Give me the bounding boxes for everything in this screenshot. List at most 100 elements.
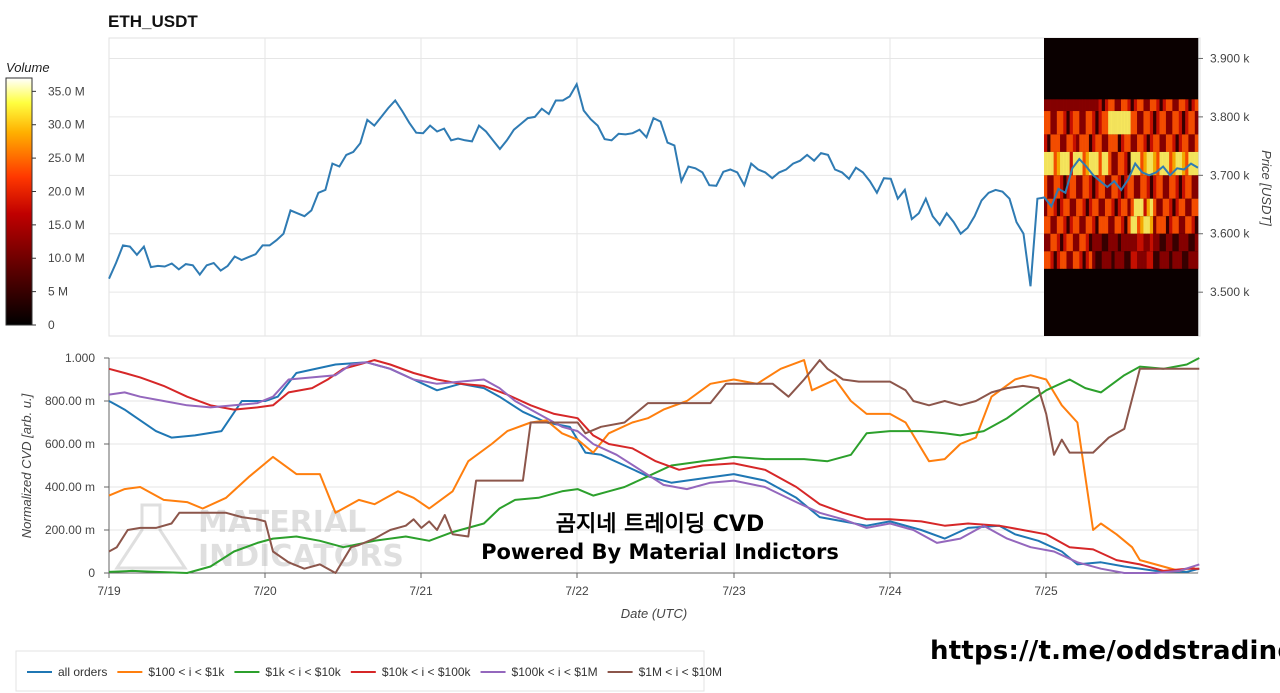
heatmap-cell xyxy=(1194,233,1199,252)
heatmap-cell xyxy=(1085,216,1090,234)
cvd-tick-label: 0 xyxy=(88,566,95,580)
heatmap-cell xyxy=(1137,233,1141,252)
heatmap-cell xyxy=(1095,151,1099,176)
heatmap-cell xyxy=(1117,111,1122,135)
heatmap-cell xyxy=(1050,134,1054,152)
colorbar-tick-label: 30.0 M xyxy=(48,118,85,132)
legend-label: $1k < i < $10k xyxy=(265,665,341,679)
heatmap-cell xyxy=(1127,216,1131,234)
heatmap-cell xyxy=(1140,175,1144,199)
heatmap-cell xyxy=(1159,151,1164,176)
heatmap-cell xyxy=(1085,251,1090,269)
heatmap-cell xyxy=(1185,251,1189,269)
heatmap-cell xyxy=(1098,175,1103,199)
heatmap-cell xyxy=(1088,111,1093,135)
colorbar-tick-label: 0 xyxy=(48,318,55,332)
heatmap-cell xyxy=(1088,251,1093,269)
heatmap-cell xyxy=(1153,198,1157,217)
heatmap-cell xyxy=(1050,151,1054,176)
heatmap-cell xyxy=(1056,233,1061,252)
heatmap-cell xyxy=(1162,251,1167,269)
heatmap-cell xyxy=(1056,151,1061,176)
heatmap-cell xyxy=(1108,216,1112,234)
heatmap-cell xyxy=(1149,251,1154,269)
heatmap-cell xyxy=(1104,198,1109,217)
heatmap-cell xyxy=(1156,99,1160,112)
heatmap-cell xyxy=(1082,134,1087,152)
heatmap-cell xyxy=(1169,251,1173,269)
heatmap-cell xyxy=(1066,216,1070,234)
heatmap-cell xyxy=(1159,111,1164,135)
heatmap-cell xyxy=(1191,111,1196,135)
heatmap-cell xyxy=(1072,251,1077,269)
heatmap-cell xyxy=(1066,151,1070,176)
heatmap-cell xyxy=(1079,198,1083,217)
heatmap-cell xyxy=(1124,233,1128,252)
heatmap-cell xyxy=(1137,99,1141,112)
heatmap-cell xyxy=(1114,251,1119,269)
heatmap-cell xyxy=(1101,151,1106,176)
heatmap-cell xyxy=(1050,216,1054,234)
heatmap-cell xyxy=(1108,198,1112,217)
heatmap-cell xyxy=(1194,198,1199,217)
colorbar-tick-label: 20.0 M xyxy=(48,184,85,198)
heatmap-cell xyxy=(1095,216,1099,234)
heatmap-cell xyxy=(1076,111,1080,135)
heatmap-cell xyxy=(1053,151,1058,176)
heatmap-cell xyxy=(1159,233,1164,252)
heatmap-cell xyxy=(1133,111,1138,135)
heatmap-cell xyxy=(1127,99,1131,112)
heatmap-cell xyxy=(1127,198,1131,217)
heatmap-cell xyxy=(1076,233,1080,252)
heatmap-cell xyxy=(1188,251,1192,269)
heatmap-cell xyxy=(1056,134,1061,152)
colorbar-tick-label: 10.0 M xyxy=(48,251,85,265)
heatmap-cell xyxy=(1108,175,1112,199)
heatmap-cell xyxy=(1095,233,1099,252)
footer-url[interactable]: https://t.me/oddstrading2 xyxy=(930,636,1280,666)
heatmap-cell xyxy=(1156,233,1160,252)
heatmap-cell xyxy=(1063,175,1067,199)
heatmap-cell xyxy=(1053,134,1058,152)
x-tick-label: 7/22 xyxy=(565,584,589,598)
colorbar-tick-label: 25.0 M xyxy=(48,151,85,165)
heatmap-cell xyxy=(1140,111,1144,135)
heatmap-cell xyxy=(1047,151,1051,176)
heatmap-cell xyxy=(1156,198,1160,217)
heatmap-cell xyxy=(1104,233,1109,252)
heatmap-cell xyxy=(1092,233,1096,252)
heatmap-cell xyxy=(1172,99,1176,112)
heatmap-cell xyxy=(1082,175,1087,199)
heatmap-cell xyxy=(1185,111,1189,135)
heatmap-cell xyxy=(1047,134,1051,152)
heatmap-cell xyxy=(1104,99,1109,112)
heatmap-cell xyxy=(1191,99,1196,112)
heatmap-cell xyxy=(1088,233,1093,252)
heatmap-cell xyxy=(1082,111,1087,135)
heatmap-cell xyxy=(1165,216,1170,234)
heatmap-cell xyxy=(1137,151,1141,176)
heatmap-cell xyxy=(1153,111,1157,135)
heatmap-cell xyxy=(1111,251,1115,269)
heatmap-cell xyxy=(1191,175,1196,199)
heatmap-cell xyxy=(1047,233,1051,252)
heatmap-cell xyxy=(1044,99,1048,112)
heatmap-cell xyxy=(1149,111,1154,135)
heatmap-cell xyxy=(1178,99,1183,112)
heatmap-cell xyxy=(1149,216,1154,234)
heatmap-cell xyxy=(1114,198,1119,217)
cvd-tick-label: 200.00 m xyxy=(45,523,95,537)
heatmap-cell xyxy=(1146,216,1151,234)
heatmap-cell xyxy=(1047,198,1051,217)
heatmap-cell xyxy=(1169,198,1173,217)
heatmap-cell xyxy=(1044,175,1048,199)
heatmap-cell xyxy=(1188,175,1192,199)
heatmap-cell xyxy=(1085,111,1090,135)
heatmap-cell xyxy=(1188,111,1192,135)
heatmap-cell xyxy=(1069,233,1074,252)
heatmap-cell xyxy=(1172,175,1176,199)
heatmap-cell xyxy=(1088,175,1093,199)
page-title: ETH_USDT xyxy=(108,12,198,31)
heatmap-cell xyxy=(1056,216,1061,234)
heatmap-cell xyxy=(1156,111,1160,135)
